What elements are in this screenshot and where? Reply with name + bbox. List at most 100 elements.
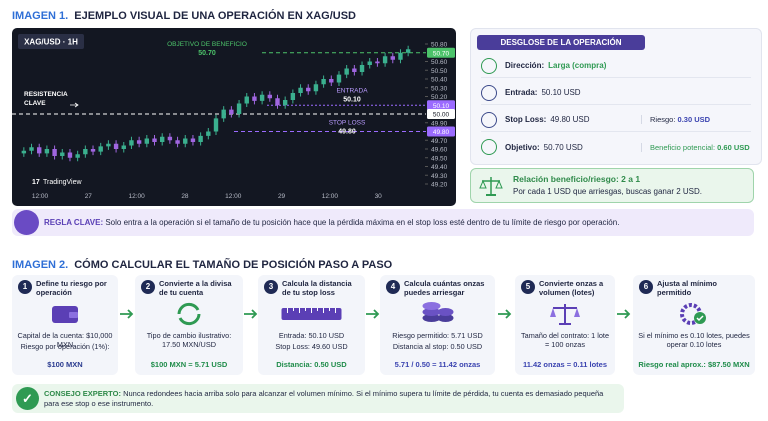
x-tick-label: 12:00 [128, 193, 145, 200]
candle-body [229, 109, 234, 114]
step-icon [281, 308, 342, 320]
candle-body [113, 143, 119, 149]
candle-body [382, 56, 388, 64]
candle-body [183, 138, 188, 144]
x-tick-label: 12:00 [322, 193, 339, 200]
row: Objetivo: 50.70 USD Beneficio potencial: … [481, 135, 751, 159]
price-tag-label: 50.10 [433, 103, 450, 110]
extra-value: 0.60 USD [717, 142, 750, 152]
y-tick-label: 49.70 [431, 138, 448, 145]
candle-body [275, 98, 280, 106]
candle-body [405, 49, 411, 53]
step-arrow [498, 309, 512, 319]
candle-body [190, 138, 196, 142]
candle-body [359, 65, 365, 72]
step-result: $100 MXN = 5.71 USD [150, 360, 228, 369]
breakdown-panel: DESGLOSE DE LA OPERACIÓN Dirección: Larga… [470, 28, 762, 165]
tip: CONSEJO EXPERTO: Nunca redondees hacia a… [44, 389, 616, 409]
bulb-icon [14, 210, 39, 235]
step-line: Tipo de cambio ilustrativo: 17.50 MXN/US… [146, 331, 232, 349]
candle-body [252, 96, 257, 101]
step-title: Convierte onzas a volumen (lotes) [539, 279, 604, 297]
candle-body [344, 68, 349, 75]
candle-body [136, 140, 142, 144]
price-tag-label: 50.00 [433, 112, 450, 119]
step-line: Stop Loss: 49.60 USD [275, 342, 348, 351]
candle-body [198, 135, 203, 142]
candle-body [21, 150, 27, 154]
y-tick-label: 50.40 [431, 77, 448, 84]
candle-body [152, 138, 157, 142]
step-title: Calcula la distancia de tu stop loss [282, 279, 352, 297]
candle-body [313, 84, 319, 92]
annotation-value: 49.80 [338, 129, 356, 136]
y-tick-label: 49.50 [431, 155, 448, 162]
ratio-title: Relación beneficio/riesgo: 2 a 1 [513, 174, 641, 184]
tip-text: Nunca redondees hacia arriba solo para a… [44, 389, 604, 408]
annotation: ENTRADA [336, 87, 368, 94]
step-title: Calcula cuántas onzas puedes arriesgar [404, 279, 485, 297]
step-result: 11.42 onzas = 0.11 lotes [522, 360, 607, 369]
brand: TradingView [43, 179, 82, 186]
row-value: 49.80 USD [550, 115, 590, 124]
rule-box: REGLA CLAVE: Solo entra a la operación s… [12, 209, 754, 236]
y-tick-label: 50.20 [431, 94, 448, 101]
icon [481, 57, 497, 74]
step-icon [550, 304, 580, 325]
symbol-box [18, 34, 84, 49]
y-tick-label: 50.50 [431, 68, 448, 75]
candle-body [167, 136, 173, 141]
row-value: 50.70 USD [543, 142, 583, 152]
step-number: 2 [141, 280, 155, 294]
step-line: Riesgo por operación (1%): [20, 342, 110, 351]
step-icon [680, 303, 706, 325]
step-card: 4 Calcula cuántas onzas puedes arriesgar R… [380, 275, 495, 375]
price-tag [427, 126, 455, 137]
candle-body [67, 152, 73, 158]
extra-value: 0.30 USD [677, 115, 711, 124]
extra-label: Beneficio potencial: [650, 142, 716, 152]
candle-body [290, 93, 296, 100]
candle-body [321, 79, 326, 85]
candle-body [175, 140, 180, 144]
step-result: Riesgo real aprox.: $87.50 MXN [638, 360, 750, 369]
step-icon [177, 302, 201, 326]
x-tick-label: 30 [375, 193, 383, 200]
step-result: $100 MXN [47, 360, 83, 369]
candle-body [352, 68, 357, 72]
y-tick-label: 49.90 [431, 120, 448, 127]
step-title: Define tu riesgo por operación [36, 279, 107, 297]
candle-body [60, 152, 65, 156]
row-label: Objetivo: [505, 142, 540, 152]
step-arrow [617, 309, 631, 319]
y-tick-label: 49.40 [431, 164, 448, 171]
chart: XAG/USD · 1H 17 TradingView 50.80 50.60 50… [12, 28, 456, 206]
step-number: 5 [521, 280, 535, 294]
candle-body [129, 140, 134, 146]
extra: Beneficio potencial: 0.60 USD [641, 142, 750, 152]
row-value: Larga (compra) [548, 61, 607, 70]
candle-body [306, 87, 311, 92]
candle-body [236, 103, 242, 114]
step-line: Distancia al stop: 0.50 USD [392, 342, 483, 351]
x-tick-label: 27 [85, 193, 93, 200]
price-tag-label: 50.70 [433, 50, 450, 57]
step-result: Distancia: 0.50 USD [276, 360, 347, 369]
annotation-value: 50.10 [343, 96, 361, 103]
extra-label: Riesgo: [650, 115, 676, 124]
row-label: Stop Loss: [505, 115, 547, 124]
annotation-value: 50.70 [198, 50, 216, 57]
annotation: STOP LOSS [329, 120, 366, 127]
x-tick-label: 12:00 [32, 193, 49, 200]
step-result: 5.71 / 0.50 = 11.42 onzas [394, 360, 481, 369]
row: Stop Loss: 49.80 USD Riesgo: 0.30 USD [481, 108, 751, 132]
arrow [70, 102, 79, 108]
tip-label: CONSEJO EXPERTO: [44, 389, 121, 398]
ratio-text: Por cada 1 USD que arriesgas, buscas gan… [513, 187, 702, 196]
y-tick-label: 49.20 [431, 182, 448, 189]
candle-body [375, 61, 380, 64]
step-arrow [119, 309, 133, 319]
candle-body [398, 52, 403, 60]
x-tick-label: 29 [278, 193, 286, 200]
candle-body [159, 136, 165, 142]
